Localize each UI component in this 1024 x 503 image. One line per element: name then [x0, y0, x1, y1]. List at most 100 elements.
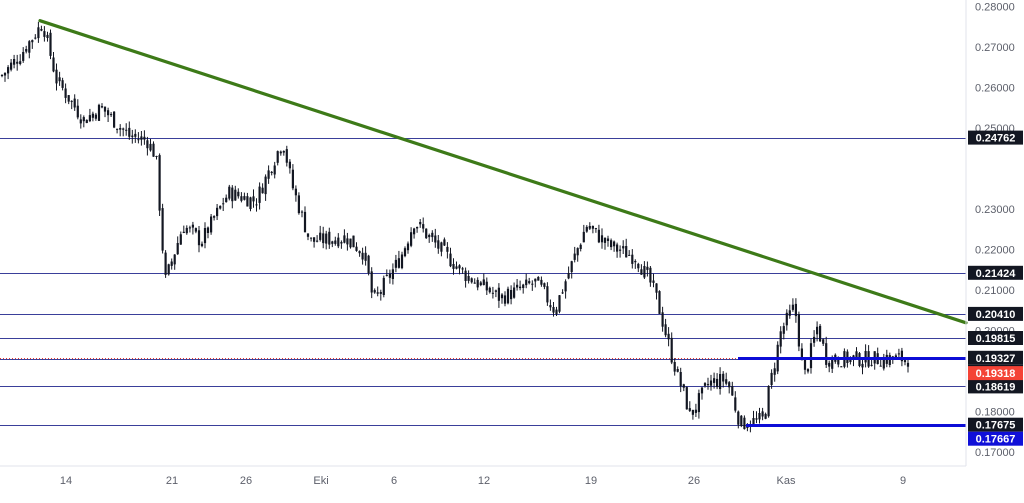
candle-body [473, 282, 476, 284]
price-tick-label: 0.23000 [975, 204, 1015, 216]
candle-body [903, 360, 907, 363]
candle-body [340, 242, 343, 244]
candle-body [691, 409, 694, 415]
candle-body [649, 267, 652, 283]
candle-body [694, 409, 697, 413]
candle-body [158, 155, 161, 211]
candle-body [725, 379, 728, 384]
candle-body [570, 261, 573, 272]
candle-body [122, 128, 125, 130]
candle-body [88, 115, 91, 122]
candle-body [128, 127, 131, 137]
candle-body [831, 357, 834, 369]
candle-body [828, 362, 831, 367]
candle-body [743, 417, 746, 430]
candle-body [640, 269, 643, 275]
candle-body [779, 331, 782, 347]
candle-body [270, 171, 273, 173]
candle-body [43, 31, 46, 37]
candle-body [422, 224, 425, 229]
candle-body [134, 133, 137, 137]
price-tag-label: 0.17667 [976, 434, 1016, 446]
candle-body [70, 100, 73, 102]
candle-body [528, 281, 531, 284]
candle-body [388, 273, 391, 278]
candle-body [603, 237, 607, 243]
candle-body [697, 393, 700, 413]
candle-body [7, 67, 10, 74]
candle-body [503, 295, 507, 304]
candle-body [537, 277, 540, 281]
candle-body [16, 61, 19, 64]
candle-body [258, 186, 261, 203]
candle-body [682, 384, 685, 388]
candle-body [331, 241, 334, 244]
candle-body [791, 304, 794, 310]
candle-body [470, 278, 473, 283]
candle-body [461, 268, 464, 270]
candle-body [213, 216, 216, 218]
price-tag-label: 0.24762 [976, 133, 1016, 145]
candle-body [46, 34, 49, 38]
candle-body [616, 244, 619, 252]
candle-body [664, 324, 667, 336]
price-tags: 0.24762 0.21424 0.20410 0.19815 0.19327 0.193… [968, 130, 1023, 446]
price-tick-label: 0.18000 [975, 407, 1015, 419]
candle-body [382, 277, 385, 295]
candle-body [276, 151, 279, 163]
candle-body [543, 283, 546, 287]
horizontal-levels [0, 138, 966, 426]
candle-body [164, 252, 167, 275]
candle-body [667, 333, 670, 340]
candle-body [722, 373, 725, 382]
candle-body [737, 411, 740, 425]
candle-body [688, 408, 691, 411]
candle-body [355, 246, 358, 251]
candle-body [494, 290, 497, 292]
candle-body [64, 88, 67, 98]
candle-body [482, 279, 485, 285]
candle-body [443, 239, 446, 246]
candle-body [85, 119, 88, 123]
candle-body [479, 282, 482, 286]
candle-body [585, 226, 588, 232]
candle-body [561, 292, 564, 294]
candle-body [191, 224, 194, 228]
candle-body [476, 279, 479, 288]
candle-body [19, 61, 22, 64]
candle-body [673, 362, 676, 372]
candle-body [185, 227, 188, 234]
candle-body [428, 235, 431, 238]
candle-body [655, 283, 658, 293]
candle-body [255, 204, 258, 206]
time-tick-label: 21 [166, 475, 178, 487]
candle-body [361, 252, 364, 260]
candle-body [661, 312, 664, 327]
candle-body [755, 418, 758, 420]
candle-body [734, 397, 737, 411]
candle-body [291, 169, 294, 189]
candle-body [219, 205, 222, 209]
price-tick-label: 0.28000 [975, 2, 1015, 14]
candle-body [773, 368, 776, 375]
price-tag-label: 0.19327 [976, 353, 1016, 365]
candle-body [367, 255, 370, 273]
candle-body [400, 254, 404, 269]
candle-body [809, 343, 813, 369]
candle-body [452, 264, 455, 269]
time-axis[interactable]: 14 21 26 Eki 6 12 19 26 Kas 9 [60, 475, 906, 487]
candle-body [28, 41, 31, 53]
price-tick-label: 0.27000 [975, 42, 1015, 54]
price-tag-box [968, 130, 1023, 145]
candle-body [413, 228, 416, 235]
candle-body [522, 284, 525, 288]
candle-body [261, 187, 264, 194]
candle-body [567, 273, 570, 279]
candle-body [337, 237, 340, 247]
candle-body [564, 281, 567, 292]
candle-body [458, 265, 461, 269]
candle-body [410, 232, 413, 246]
candle-body [634, 261, 637, 263]
